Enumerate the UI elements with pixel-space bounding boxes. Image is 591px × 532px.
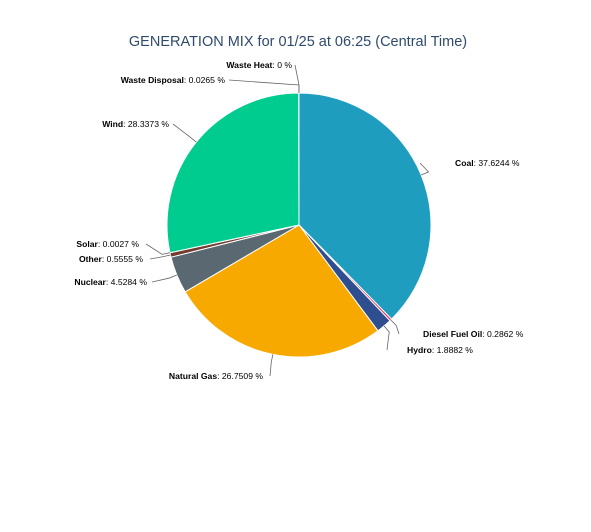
slice-label-value: 0 % [277, 60, 292, 70]
slice-label-name: Diesel Fuel Oil [423, 329, 482, 339]
slice-label-value: 37.6244 % [478, 158, 519, 168]
slice-label-name: Waste Heat [226, 60, 272, 70]
connector-wind [172, 123, 197, 143]
slice-label-name: Nuclear [74, 277, 106, 287]
connector-waste-disposal [228, 79, 300, 94]
slice-label-value: 0.2862 % [487, 329, 524, 339]
slice-labels: Coal: 37.6244 % Diesel Fuel Oil: 0.2862 %… [74, 60, 523, 381]
slice-label-value: 0.0027 % [103, 239, 140, 249]
pie-slice-wind[interactable] [166, 92, 300, 254]
slice-label-value: 4.5284 % [111, 277, 148, 287]
slice-label-name: Wind [102, 119, 123, 129]
slice-label-value: 26.7509 % [222, 371, 263, 381]
pie-slices [166, 92, 432, 358]
slice-label-value: 28.3373 % [128, 119, 169, 129]
slice-label-waste-disposal: Waste Disposal: 0.0265 % [121, 75, 226, 85]
slice-label-separator: : [123, 119, 128, 129]
slice-label-separator: : [98, 239, 103, 249]
slice-label-nuclear: Nuclear: 4.5284 % [74, 277, 147, 287]
label-connectors [145, 64, 430, 377]
connector-coal [419, 162, 430, 176]
slice-label-name: Other [79, 254, 103, 264]
slice-label-other: Other: 0.5555 % [79, 254, 143, 264]
slice-label-hydro: Hydro: 1.8882 % [407, 345, 473, 355]
slice-label-separator: : [482, 329, 487, 339]
slice-label-separator: : [102, 254, 107, 264]
slice-label-waste-heat: Waste Heat: 0 % [226, 60, 292, 70]
slice-label-name: Waste Disposal [121, 75, 184, 85]
slice-label-separator: : [272, 60, 277, 70]
connector-waste-heat [294, 64, 300, 93]
connector-natural-gas [269, 354, 274, 377]
slice-label-name: Coal [455, 158, 474, 168]
slice-label-value: 1.8882 % [437, 345, 474, 355]
connector-solar [145, 243, 171, 255]
slice-label-separator: : [184, 75, 189, 85]
slice-label-value: 0.5555 % [107, 254, 144, 264]
slice-label-name: Natural Gas [169, 371, 217, 381]
slice-label-name: Hydro [407, 345, 432, 355]
slice-label-separator: : [432, 345, 437, 355]
slice-label-separator: : [474, 158, 479, 168]
connector-diesel-fuel-oil [390, 319, 400, 335]
slice-label-name: Solar [76, 239, 98, 249]
slice-label-separator: : [217, 371, 222, 381]
slice-label-natural-gas: Natural Gas: 26.7509 % [169, 371, 263, 381]
connector-hydro [383, 325, 390, 351]
slice-label-separator: : [106, 277, 111, 287]
slice-label-solar: Solar: 0.0027 % [76, 239, 139, 249]
pie-slice-coal[interactable] [298, 92, 432, 320]
slice-label-wind: Wind: 28.3373 % [102, 119, 169, 129]
connector-nuclear [151, 274, 177, 283]
chart-title: GENERATION MIX for 01/25 at 06:25 (Centr… [129, 34, 467, 50]
connector-other [149, 254, 171, 260]
slice-label-diesel-fuel-oil: Diesel Fuel Oil: 0.2862 % [423, 329, 524, 339]
slice-label-value: 0.0265 % [189, 75, 226, 85]
slice-label-coal: Coal: 37.6244 % [455, 158, 520, 168]
